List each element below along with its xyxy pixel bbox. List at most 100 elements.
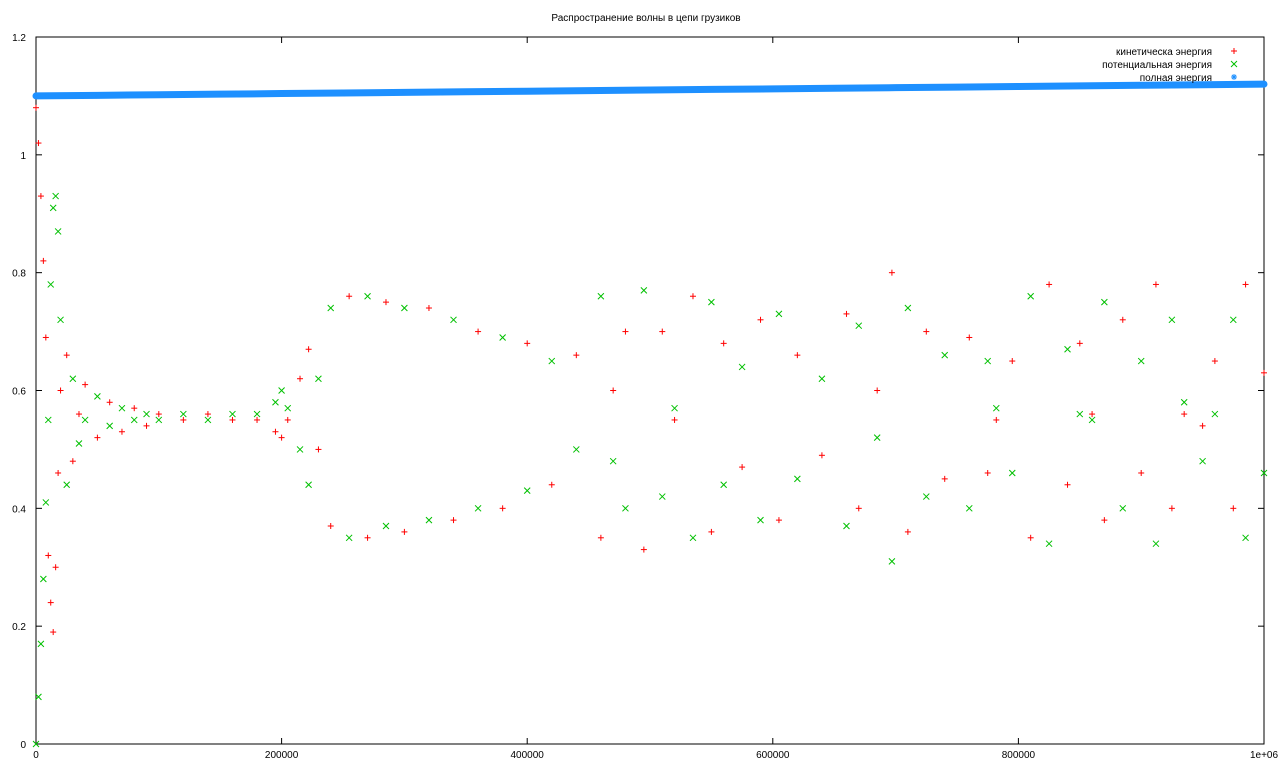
y-tick-label: 0.8	[12, 269, 26, 280]
data-point	[1064, 481, 1071, 488]
data-point	[843, 310, 850, 317]
data-point	[818, 375, 826, 383]
data-point	[278, 387, 285, 394]
data-point	[818, 452, 825, 459]
data-point	[1152, 540, 1160, 548]
data-point	[346, 293, 353, 300]
data-point	[47, 281, 55, 288]
data-point	[671, 404, 678, 412]
data-point	[1101, 298, 1108, 306]
data-point	[1211, 410, 1219, 418]
data-point	[1046, 281, 1053, 288]
data-point	[32, 740, 40, 748]
axes: 0 200000 400000 600000 800000 1e+06 0 0.2 0.4 0.6…	[12, 33, 1278, 761]
data-point	[572, 446, 580, 453]
data-point	[1101, 517, 1108, 524]
data-point	[1138, 82, 1145, 89]
legend-marker	[1231, 48, 1237, 54]
data-point	[81, 416, 89, 424]
data-point	[340, 89, 346, 96]
data-point	[1119, 504, 1127, 512]
data-point	[739, 464, 746, 471]
x-tick-label: 800000	[1002, 750, 1036, 761]
data-point	[659, 328, 666, 335]
data-point	[738, 363, 746, 371]
data-point	[941, 475, 948, 482]
data-point	[499, 334, 506, 341]
series-layer	[32, 80, 1268, 748]
data-point	[180, 410, 187, 418]
data-point	[1261, 81, 1267, 88]
data-point	[40, 575, 47, 583]
data-point	[401, 528, 408, 535]
data-point	[425, 516, 433, 524]
data-point	[984, 357, 992, 365]
data-point	[143, 410, 150, 418]
data-point	[75, 411, 82, 418]
plot-frame	[35, 36, 1265, 745]
data-point	[1137, 357, 1145, 365]
data-point	[904, 528, 911, 535]
data-point	[55, 469, 62, 476]
data-point	[1076, 82, 1083, 89]
data-point	[305, 481, 312, 489]
chart-title: Распространение волны в цепи грузиков	[551, 13, 740, 24]
data-point	[1260, 469, 1268, 477]
data-point	[966, 334, 973, 341]
data-point	[922, 493, 930, 500]
data-point	[1230, 505, 1237, 512]
data-point	[622, 504, 629, 512]
data-point	[57, 387, 64, 394]
data-point	[82, 381, 89, 388]
data-point	[1119, 316, 1126, 323]
data-point	[450, 517, 457, 524]
data-point	[33, 104, 39, 111]
data-point	[1152, 281, 1159, 288]
data-point	[450, 316, 457, 324]
data-point	[1199, 457, 1206, 465]
data-point	[1242, 534, 1249, 542]
data-point	[63, 352, 70, 359]
data-point	[131, 405, 138, 412]
data-point	[42, 334, 49, 341]
data-point	[94, 434, 101, 441]
data-point	[253, 410, 261, 418]
data-point	[204, 416, 212, 424]
data-point	[499, 505, 506, 512]
data-point	[658, 493, 666, 500]
data-point	[278, 434, 285, 441]
data-point	[272, 428, 279, 435]
data-point	[597, 534, 604, 541]
data-point	[52, 564, 59, 571]
data-point	[585, 87, 592, 94]
data-point	[69, 458, 76, 465]
data-point	[689, 293, 696, 300]
data-point	[720, 481, 728, 489]
data-point	[364, 292, 371, 300]
data-point	[50, 629, 57, 636]
data-point	[118, 404, 126, 412]
data-point	[45, 552, 52, 559]
data-point	[775, 310, 783, 318]
data-point	[1045, 540, 1053, 548]
data-point	[462, 88, 469, 95]
data-point	[708, 298, 715, 306]
data-point	[278, 90, 285, 97]
data-point	[1211, 358, 1218, 365]
data-point	[49, 204, 57, 212]
data-point	[130, 416, 138, 424]
data-point	[254, 416, 261, 423]
data-point	[1009, 358, 1016, 365]
data-point	[475, 328, 482, 335]
data-point	[57, 316, 64, 324]
data-point	[401, 304, 408, 312]
data-point	[1242, 281, 1249, 288]
data-point	[524, 88, 531, 95]
data-point	[610, 387, 617, 394]
data-point	[775, 517, 782, 524]
data-point	[1064, 345, 1071, 353]
x-tick-label: 400000	[511, 750, 545, 761]
legend-marker	[1231, 74, 1237, 80]
data-point	[1027, 292, 1035, 300]
data-point	[573, 352, 580, 359]
